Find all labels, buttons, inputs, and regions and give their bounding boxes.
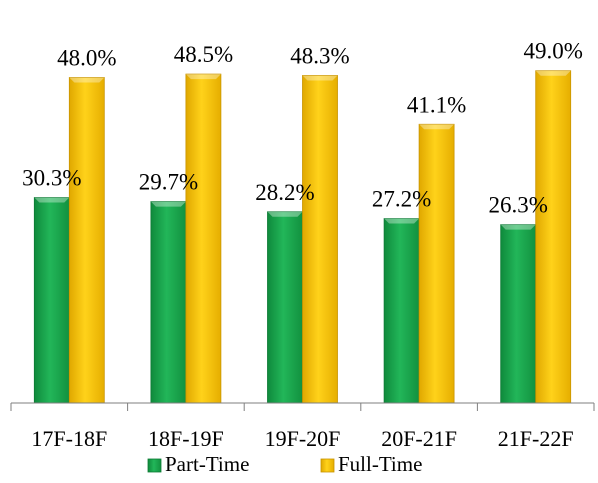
x-tick-label: 20F-21F (381, 426, 457, 451)
legend-label-full-time: Full-Time (338, 452, 422, 476)
data-label-full-time: 48.5% (174, 42, 233, 67)
bar-bevel (535, 70, 571, 76)
bar-part-time (383, 218, 420, 404)
x-tick-label: 17F-18F (31, 426, 107, 451)
bar-full-time (185, 73, 222, 404)
bar-bevel (267, 211, 303, 217)
bar-full-time (302, 75, 338, 404)
bar-bevel (34, 197, 70, 203)
bar-part-time (267, 211, 303, 404)
data-label-part-time: 26.3% (488, 193, 547, 218)
legend-swatch-full-time (320, 458, 335, 473)
bar-bevel (302, 75, 338, 81)
bar-part-time (33, 197, 70, 404)
legend-label-part-time: Part-Time (165, 452, 249, 476)
bar-bevel (150, 201, 186, 207)
bar-bevel (419, 124, 455, 130)
data-label-part-time: 28.2% (255, 180, 314, 205)
x-tick-label: 19F-20F (265, 426, 341, 451)
bar-bevel (185, 74, 221, 80)
data-label-part-time: 29.7% (139, 170, 198, 195)
bar-bevel (384, 218, 420, 224)
bar-bevel (500, 224, 536, 230)
data-label-full-time: 41.1% (407, 92, 466, 117)
data-label-full-time: 49.0% (523, 39, 582, 64)
bar-part-time (500, 224, 537, 404)
bar-full-time (68, 77, 105, 404)
bar-bevel (69, 77, 105, 83)
bar-part-time (150, 201, 187, 404)
data-label-full-time: 48.0% (57, 45, 116, 70)
data-label-part-time: 27.2% (372, 187, 431, 212)
data-label-full-time: 48.3% (290, 43, 349, 68)
bar-full-time (418, 123, 455, 404)
x-tick-label: 18F-19F (148, 426, 224, 451)
data-label-part-time: 30.3% (22, 166, 81, 191)
x-tick-label: 21F-22F (498, 426, 574, 451)
bar-full-time (535, 70, 572, 404)
legend-swatch-part-time (147, 458, 162, 473)
